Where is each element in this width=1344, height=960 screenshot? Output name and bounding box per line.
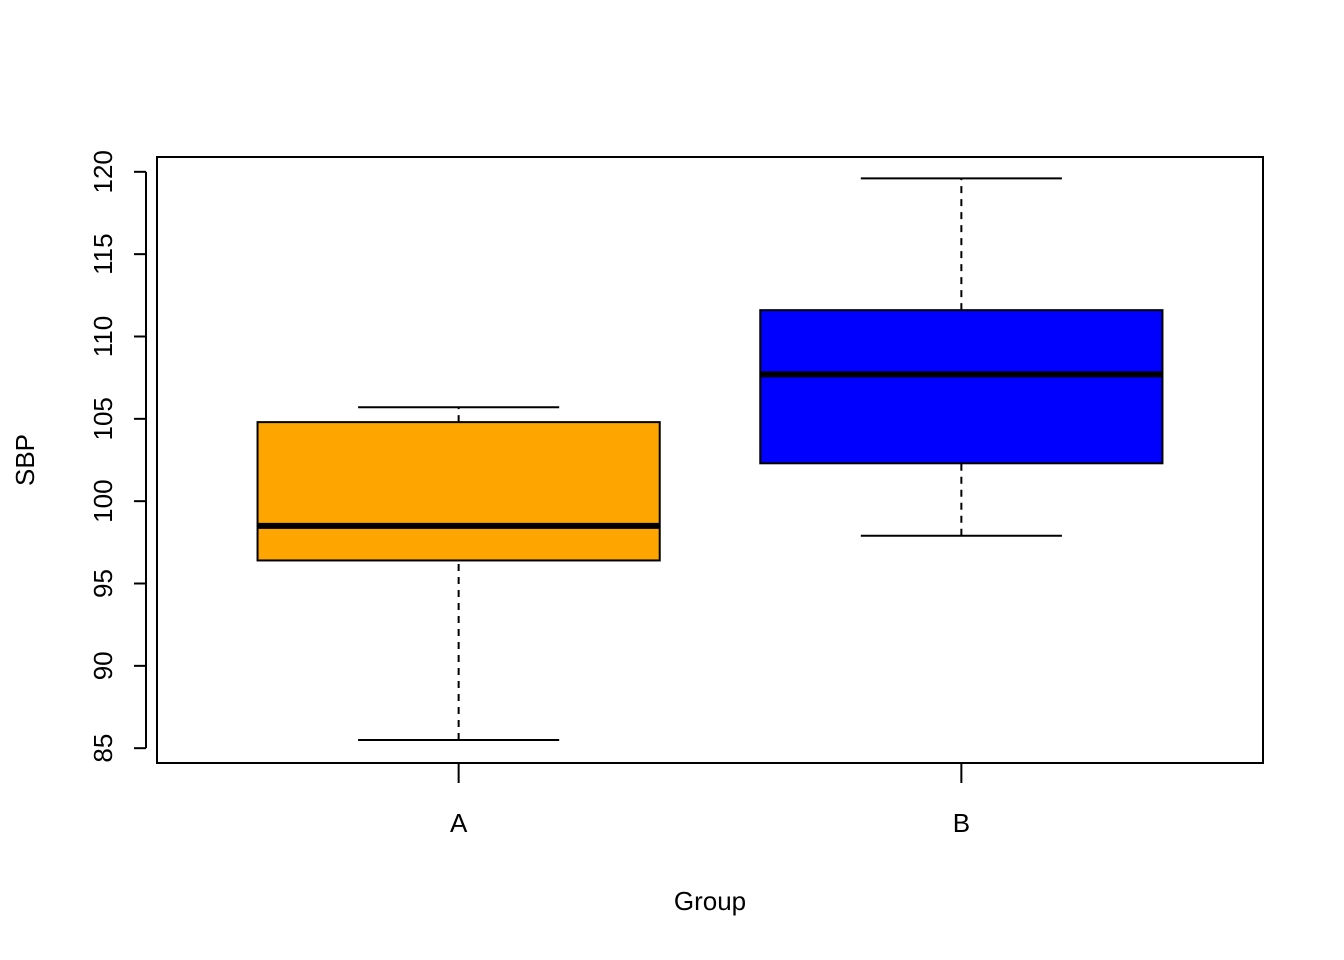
plot-frame — [156, 156, 1264, 764]
y-tick-label: 85 — [88, 734, 118, 763]
y-axis: 85 90 95 100 105 110 115 120 — [88, 150, 147, 763]
y-tick-label: 90 — [88, 651, 118, 680]
iqr-box — [256, 421, 661, 562]
iqr-box — [759, 309, 1164, 465]
box-A — [256, 406, 661, 741]
y-tick-label: 120 — [88, 150, 118, 193]
x-tick-label: B — [953, 808, 970, 838]
y-tick-label: 115 — [88, 233, 118, 274]
x-tick-label: A — [450, 808, 468, 838]
y-axis-title: SBP — [10, 434, 40, 486]
box-B — [759, 177, 1164, 537]
boxes-layer — [256, 177, 1164, 741]
y-tick-label: 105 — [88, 397, 118, 440]
x-axis-title: Group — [674, 886, 746, 916]
y-tick-label: 95 — [88, 569, 118, 598]
y-tick-label: 110 — [88, 316, 118, 357]
y-tick-label: 100 — [88, 479, 118, 522]
